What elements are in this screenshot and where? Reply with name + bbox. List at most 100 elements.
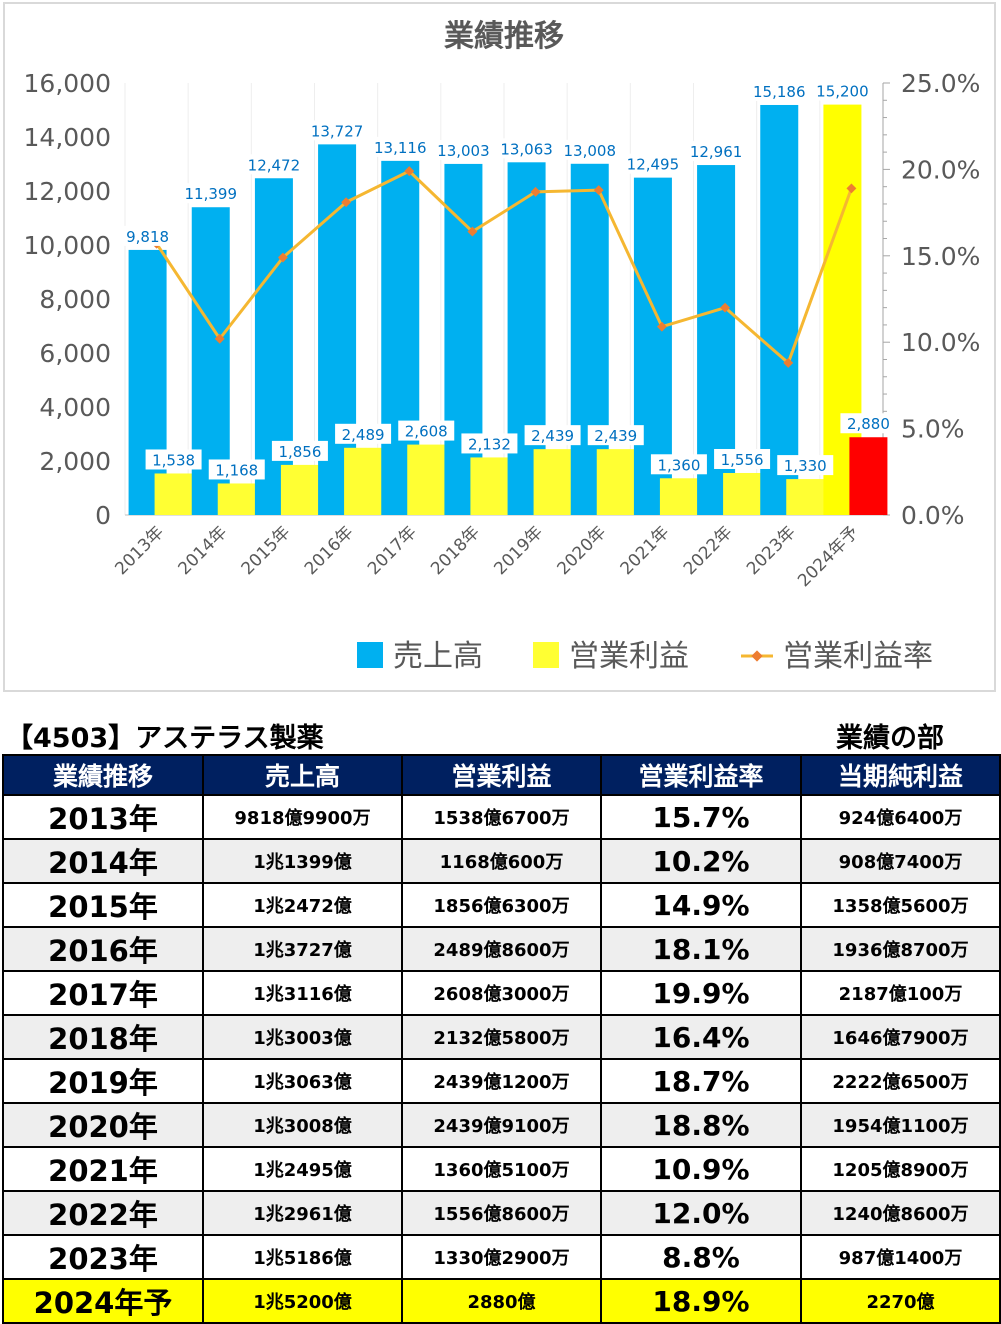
sales-cell: 1兆5186億 bbox=[202, 1234, 403, 1280]
period-cell: 2014年 bbox=[2, 838, 204, 884]
operating-profit-bar bbox=[786, 479, 825, 515]
sales-data-label: 12,495 bbox=[627, 156, 680, 174]
sales-label-bg bbox=[180, 183, 241, 204]
sales-label-bg bbox=[243, 154, 304, 175]
x-axis-category-label: 2017年 bbox=[364, 522, 421, 579]
operating-profit-data-label: 2,439 bbox=[594, 427, 637, 445]
net-income-cell: 2187億100万 bbox=[800, 970, 1001, 1016]
period-cell: 2017年 bbox=[2, 970, 204, 1016]
sales-cell: 1兆2961億 bbox=[202, 1190, 403, 1236]
table-row: 2017年 1兆3116億 2608億3000万 19.9% 2187億100万 bbox=[2, 970, 1001, 1016]
sales-cell: 1兆1399億 bbox=[202, 838, 403, 884]
table-row: 2013年 9818億9900万 1538億6700万 15.7% 924億6400万 bbox=[2, 794, 1001, 840]
table-row: 2020年 1兆3008億 2439億9100万 18.8% 1954億1100万 bbox=[2, 1102, 1001, 1148]
operating-profit-cell: 1330億2900万 bbox=[401, 1234, 602, 1280]
x-axis-category-label: 2022年 bbox=[680, 522, 737, 579]
operating-profit-label-bg bbox=[461, 433, 518, 454]
operating-profit-cell: 2489億8600万 bbox=[401, 926, 602, 972]
performance-chart: 業績推移 0 2,000 4,000 6,000 8,000 10,000 12,000 14,… bbox=[24, 19, 981, 674]
sales-label-bg bbox=[433, 139, 494, 160]
period-cell: 2023年 bbox=[2, 1234, 204, 1280]
operating-profit-label-bg bbox=[145, 449, 202, 470]
right-axis-tick-label: 20.0% bbox=[901, 155, 980, 184]
legend-label-sales: 売上高 bbox=[393, 639, 483, 674]
operating-margin-cell: 18.1% bbox=[600, 926, 802, 972]
sales-bar bbox=[760, 104, 799, 515]
operating-margin-cell: 10.2% bbox=[600, 838, 802, 884]
operating-profit-bar bbox=[596, 449, 635, 515]
operating-profit-data-label: 1,330 bbox=[784, 457, 827, 475]
sales-label-bg bbox=[812, 80, 873, 101]
section-title: 業績の部 bbox=[836, 723, 944, 754]
sales-cell: 9818億9900万 bbox=[202, 794, 403, 840]
sales-label-bg bbox=[117, 225, 178, 246]
left-axis-tick-label: 16,000 bbox=[24, 69, 111, 98]
operating-profit-bar bbox=[470, 457, 509, 515]
operating-margin-cell: 12.0% bbox=[600, 1190, 802, 1236]
operating-profit-data-label: 2,489 bbox=[342, 426, 385, 444]
operating-profit-cell: 2132億5800万 bbox=[401, 1014, 602, 1060]
right-axis-tick-label: 15.0% bbox=[901, 242, 980, 271]
operating-margin-cell: 18.8% bbox=[600, 1102, 802, 1148]
left-axis-tick-label: 2,000 bbox=[39, 447, 111, 476]
net-income-cell: 1936億8700万 bbox=[800, 926, 1001, 972]
table-row: 2015年 1兆2472億 1856億6300万 14.9% 1358億5600万 bbox=[2, 882, 1001, 928]
net-income-cell: 1646億7900万 bbox=[800, 1014, 1001, 1060]
operating-margin-cell: 14.9% bbox=[600, 882, 802, 928]
operating-margin-cell: 16.4% bbox=[600, 1014, 802, 1060]
operating-profit-label-bg bbox=[271, 440, 328, 461]
sales-label-bg bbox=[686, 141, 747, 162]
legend-swatch-operating-profit bbox=[533, 642, 559, 668]
operating-profit-label-bg bbox=[587, 425, 644, 446]
table-row-forecast: 2024年予 1兆5200億 2880億 18.9% 2270億 bbox=[2, 1278, 1001, 1324]
x-axis-category-label: 2018年 bbox=[427, 522, 484, 579]
sales-cell: 1兆3063億 bbox=[202, 1058, 403, 1104]
operating-profit-bar bbox=[344, 447, 383, 515]
net-income-cell: 1358億5600万 bbox=[800, 882, 1001, 928]
sales-data-label: 12,961 bbox=[690, 143, 743, 161]
operating-profit-bar bbox=[659, 478, 698, 515]
operating-profit-data-label: 2,132 bbox=[468, 435, 511, 453]
x-axis-category-label: 2019年 bbox=[490, 522, 547, 579]
sales-data-label: 13,116 bbox=[374, 139, 427, 157]
operating-margin-marker bbox=[530, 186, 541, 197]
operating-profit-data-label: 2,439 bbox=[531, 427, 574, 445]
legend-swatch-sales bbox=[357, 642, 383, 668]
sales-data-label: 13,727 bbox=[311, 122, 364, 140]
sales-data-label: 12,472 bbox=[248, 156, 301, 174]
operating-margin-marker bbox=[720, 302, 731, 313]
table-body: 2013年 9818億9900万 1538億6700万 15.7% 924億6400万 2… bbox=[2, 794, 1001, 1324]
x-axis-category-label: 2020年 bbox=[554, 522, 611, 579]
legend-label-operating-margin: 営業利益率 bbox=[783, 639, 933, 674]
x-axis-category-label: 2016年 bbox=[301, 522, 358, 579]
left-axis-tick-label: 0 bbox=[95, 501, 111, 530]
operating-profit-bar bbox=[533, 449, 572, 515]
operating-margin-marker bbox=[593, 185, 604, 196]
column-header-net-income: 当期純利益 bbox=[800, 754, 1001, 796]
sales-label-bg bbox=[370, 136, 431, 157]
chart-panel: 業績推移 0 2,000 4,000 6,000 8,000 10,000 12,000 14,… bbox=[3, 2, 996, 692]
sales-data-label: 15,186 bbox=[753, 83, 806, 101]
operating-profit-data-label: 1,556 bbox=[721, 451, 764, 469]
chart-title: 業績推移 bbox=[444, 19, 564, 54]
operating-margin-marker bbox=[783, 357, 794, 368]
net-income-cell: 924億6400万 bbox=[800, 794, 1001, 840]
operating-profit-cell: 1856億6300万 bbox=[401, 882, 602, 928]
operating-profit-label-bg bbox=[650, 454, 707, 475]
operating-margin-cell: 18.9% bbox=[600, 1278, 802, 1324]
operating-profit-bar bbox=[217, 483, 256, 515]
sales-data-label: 9,818 bbox=[126, 228, 169, 246]
operating-margin-marker bbox=[214, 333, 225, 344]
table-row: 2022年 1兆2961億 1556億8600万 12.0% 1240億8600万 bbox=[2, 1190, 1001, 1236]
right-axis-tick-label: 25.0% bbox=[901, 69, 980, 98]
x-axis-category-label: 2015年 bbox=[238, 522, 295, 579]
operating-margin-line bbox=[155, 169, 853, 365]
right-axis-tick-label: 5.0% bbox=[901, 415, 965, 444]
operating-profit-cell: 1360億5100万 bbox=[401, 1146, 602, 1192]
operating-profit-bar bbox=[407, 444, 446, 515]
operating-profit-data-label: 1,856 bbox=[278, 443, 321, 461]
net-income-cell: 1240億8600万 bbox=[800, 1190, 1001, 1236]
left-axis-tick-label: 10,000 bbox=[24, 231, 111, 260]
table-row: 2016年 1兆3727億 2489億8600万 18.1% 1936億8700万 bbox=[2, 926, 1001, 972]
period-cell: 2013年 bbox=[2, 794, 204, 840]
